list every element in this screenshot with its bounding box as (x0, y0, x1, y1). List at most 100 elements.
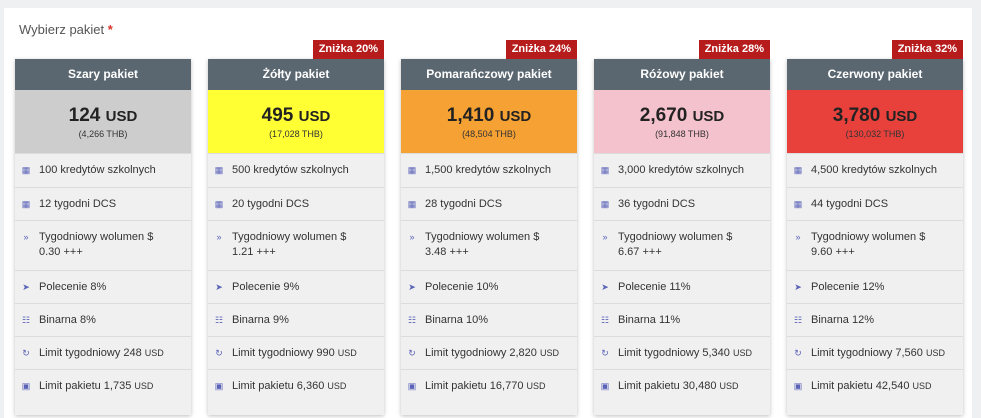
package-limit-value: Limit pakietu 16,770 (425, 380, 524, 392)
feature-dcs: ▦ 44 tygodni DCS (787, 187, 963, 220)
package-card-gray[interactable]: Szary pakiet 124 USD (4,266 THB) ▦ 100 kr… (15, 59, 191, 415)
price-currency: USD (105, 108, 138, 125)
feature-text: Limit pakietu 42,540 USD (811, 379, 932, 394)
volume-line1: Tygodniowy wolumen $ (39, 231, 154, 243)
sitemap-icon: ☷ (793, 315, 803, 325)
feature-text: 12 tygodni DCS (39, 198, 117, 210)
package-limit-value: Limit pakietu 6,360 (232, 380, 325, 392)
arrow-circle-right-icon: ➤ (408, 282, 416, 292)
volume-line2: 9.60 +++ (811, 246, 855, 258)
volume-line1: Tygodniowy wolumen $ (811, 231, 926, 243)
feature-text: 100 kredytów szkolnych (39, 164, 156, 176)
feature-binary: ☷ Binarna 11% (594, 303, 770, 336)
feature-package-limit: ▣ Limit pakietu 6,360 USD (208, 369, 384, 403)
discount-badge: Zniżka 28% (698, 40, 770, 59)
feature-text: Binarna 11% (618, 314, 681, 326)
feature-text: 28 tygodni DCS (425, 198, 503, 210)
package-name: Szary pakiet (15, 59, 191, 90)
price-currency: USD (298, 108, 331, 125)
price: 124 USD (15, 90, 191, 128)
feature-referral: ➤ Polecenie 9% (208, 270, 384, 303)
coins-icon: ▦ (600, 165, 610, 175)
feature-referral: ➤ Polecenie 12% (787, 270, 963, 303)
sitemap-icon: ☷ (214, 315, 224, 325)
package-limit-unit: USD (526, 381, 546, 391)
arrow-circle-right-icon: ➤ (601, 282, 609, 292)
coins-icon: ▦ (214, 165, 224, 175)
feature-text: Tygodniowy wolumen $ 6.67 +++ (618, 230, 732, 260)
feature-binary: ☷ Binarna 10% (401, 303, 577, 336)
feature-volume: » Tygodniowy wolumen $ 1.21 +++ (208, 220, 384, 270)
price-value: 495 (261, 105, 294, 126)
feature-dcs: ▦ 20 tygodni DCS (208, 187, 384, 220)
feature-credits: ▦ 3,000 kredytów szkolnych (594, 153, 770, 187)
coins-icon: ▦ (21, 165, 31, 175)
package-card-yellow[interactable]: Zniżka 20% Żółty pakiet 495 USD (17,028 … (208, 40, 384, 415)
feature-package-limit: ▣ Limit pakietu 30,480 USD (594, 369, 770, 403)
money-bill-icon: ▣ (214, 381, 224, 391)
package-limit-unit: USD (327, 381, 347, 391)
price-box: 1,410 USD (48,504 THB) (401, 90, 577, 153)
package-card-red[interactable]: Zniżka 32% Czerwony pakiet 3,780 USD (13… (787, 40, 963, 415)
package-limit-value: Limit pakietu 30,480 (618, 380, 717, 392)
money-bill-icon: ▣ (21, 381, 31, 391)
feature-text: Polecenie 11% (618, 281, 691, 293)
package-card-orange[interactable]: Zniżka 24% Pomarańczowy pakiet 1,410 USD… (401, 40, 577, 415)
weekly-limit-value: Limit tygodniowy 248 (39, 347, 142, 359)
volume-line1: Tygodniowy wolumen $ (425, 231, 540, 243)
feature-weekly-limit: ↻ Limit tygodniowy 2,820 USD (401, 336, 577, 369)
money-bill-icon: ▣ (793, 381, 803, 391)
feature-text: 1,500 kredytów szkolnych (425, 164, 551, 176)
feature-volume: » Tygodniowy wolumen $ 6.67 +++ (594, 220, 770, 270)
arrow-circle-right-icon: ➤ (794, 282, 802, 292)
price-box: 124 USD (4,266 THB) (15, 90, 191, 153)
feature-text: Binarna 9% (232, 314, 289, 326)
package-name: Różowy pakiet (594, 59, 770, 90)
discount-badge: Zniżka 24% (505, 40, 577, 59)
package-limit-value: Limit pakietu 42,540 (811, 380, 910, 392)
weekly-limit-unit: USD (337, 348, 357, 358)
feature-text: 36 tygodni DCS (618, 198, 696, 210)
feature-binary: ☷ Binarna 12% (787, 303, 963, 336)
price-value: 124 (68, 105, 101, 126)
calendar-icon: ▦ (600, 199, 610, 209)
arrow-circle-right-icon: ➤ (215, 282, 223, 292)
package-selector-panel: Wybierz pakiet * Szary pakiet 124 USD (4… (4, 8, 972, 418)
weekly-limit-value: Limit tygodniowy 2,820 (425, 347, 537, 359)
feature-text: Limit tygodniowy 5,340 USD (618, 346, 752, 361)
feature-weekly-limit: ↻ Limit tygodniowy 990 USD (208, 336, 384, 369)
price: 2,670 USD (594, 90, 770, 128)
double-chevron-right-icon: » (795, 232, 801, 242)
volume-line2: 6.67 +++ (618, 246, 662, 258)
package-limit-value: Limit pakietu 1,735 (39, 380, 132, 392)
section-label-text: Wybierz pakiet (19, 22, 105, 37)
price-box: 3,780 USD (130,032 THB) (787, 90, 963, 153)
feature-weekly-limit: ↻ Limit tygodniowy 7,560 USD (787, 336, 963, 369)
price-box: 2,670 USD (91,848 THB) (594, 90, 770, 153)
sitemap-icon: ☷ (21, 315, 31, 325)
feature-package-limit: ▣ Limit pakietu 42,540 USD (787, 369, 963, 403)
coins-icon: ▦ (793, 165, 803, 175)
package-limit-unit: USD (134, 381, 154, 391)
feature-text: 3,000 kredytów szkolnych (618, 164, 744, 176)
feature-text: Limit pakietu 6,360 USD (232, 379, 346, 394)
volume-line1: Tygodniowy wolumen $ (618, 231, 733, 243)
feature-text: 20 tygodni DCS (232, 198, 310, 210)
package-card-pink[interactable]: Zniżka 28% Różowy pakiet 2,670 USD (91,8… (594, 40, 770, 415)
feature-dcs: ▦ 12 tygodni DCS (15, 187, 191, 220)
calendar-icon: ▦ (407, 199, 417, 209)
weekly-limit-unit: USD (732, 348, 752, 358)
calendar-icon: ▦ (214, 199, 224, 209)
feature-text: Binarna 12% (811, 314, 874, 326)
double-chevron-right-icon: » (602, 232, 608, 242)
feature-dcs: ▦ 28 tygodni DCS (401, 187, 577, 220)
feature-referral: ➤ Polecenie 10% (401, 270, 577, 303)
money-bill-icon: ▣ (407, 381, 417, 391)
feature-text: 500 kredytów szkolnych (232, 164, 349, 176)
required-mark: * (107, 22, 113, 37)
feature-binary: ☷ Binarna 8% (15, 303, 191, 336)
price-thb: (130,032 THB) (845, 129, 905, 139)
feature-text: Polecenie 12% (811, 281, 885, 293)
feature-credits: ▦ 100 kredytów szkolnych (15, 153, 191, 187)
feature-text: 4,500 kredytów szkolnych (811, 164, 937, 176)
